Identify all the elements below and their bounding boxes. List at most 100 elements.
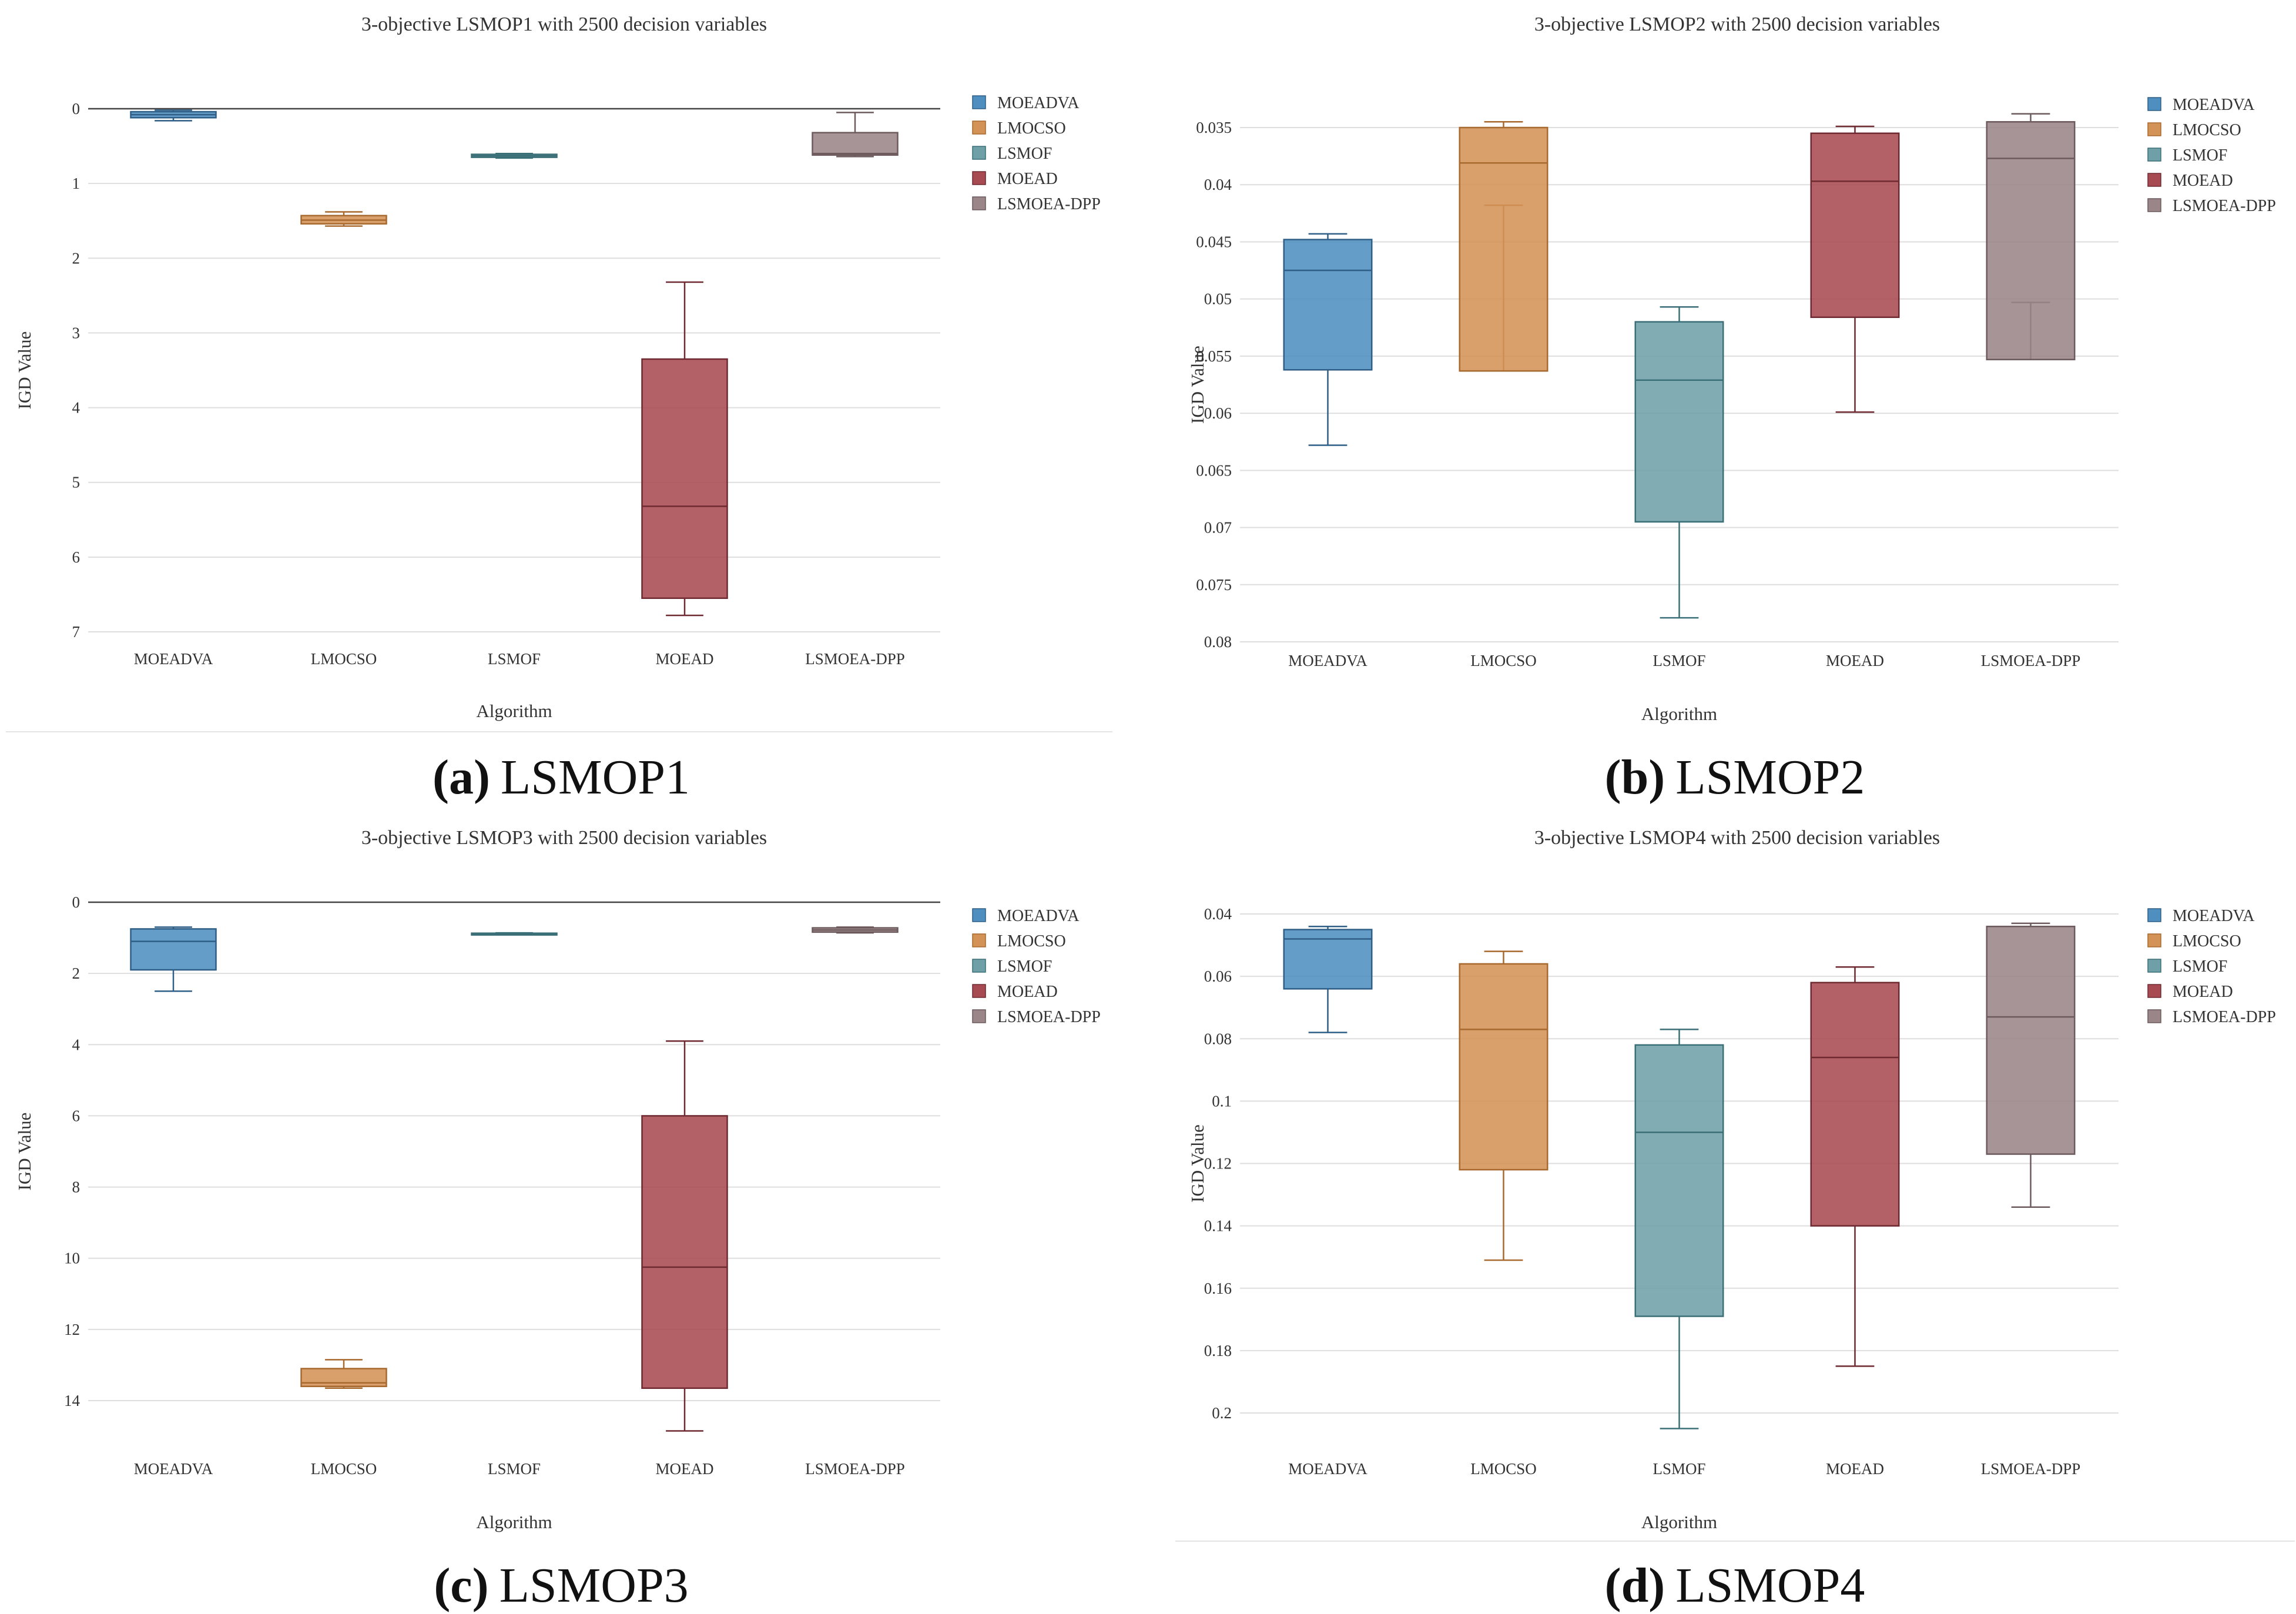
box-moeadva <box>1283 925 1373 1033</box>
y-axis-title: IGD Value <box>1187 1124 1208 1203</box>
legend-item[interactable]: LSMOF <box>972 145 1052 163</box>
chart-panel-b: 3-objective LSMOP2 with 2500 decision va… <box>1187 14 2276 805</box>
iqr-box[interactable] <box>300 1368 387 1388</box>
y-tick-label: 0.035 <box>1196 119 1232 136</box>
legend-item[interactable]: LMOCSO <box>2147 932 2241 950</box>
panel-caption: (d) LSMOP4 <box>1605 1558 1865 1613</box>
legend-swatch <box>972 95 986 109</box>
box-lsmoea-dpp <box>1986 113 2076 360</box>
legend-item[interactable]: LSMOF <box>2147 957 2227 976</box>
legend-item[interactable]: LMOCSO <box>972 932 1066 950</box>
legend-item[interactable]: MOEADVA <box>972 907 1080 925</box>
legend-item[interactable]: LSMOEA-DPP <box>972 195 1101 213</box>
caption-letter: (c) <box>434 1558 488 1613</box>
x-axis-title: Algorithm <box>476 701 552 721</box>
iqr-box[interactable] <box>641 358 728 600</box>
legend-swatch <box>972 959 986 973</box>
y-tick-label: 0.12 <box>1204 1155 1232 1173</box>
legend-label: MOEAD <box>2173 172 2233 190</box>
legend-label: MOEAD <box>997 983 1058 1001</box>
legend-label: LMOCSO <box>2173 121 2241 139</box>
box-lsmof <box>471 153 558 159</box>
x-tick-label: LMOCSO <box>311 650 377 668</box>
y-tick-label: 0.1 <box>1212 1092 1232 1110</box>
panel-caption: (c) LSMOP3 <box>434 1558 688 1613</box>
legend-swatch <box>2147 1009 2161 1023</box>
iqr-box[interactable] <box>1986 121 2076 360</box>
legend-item[interactable]: MOEAD <box>2147 172 2233 190</box>
legend-swatch <box>972 1009 986 1023</box>
iqr-box[interactable] <box>1634 1044 1724 1317</box>
iqr-box[interactable] <box>1986 925 2076 1155</box>
iqr-box[interactable] <box>130 928 217 971</box>
legend-item[interactable]: MOEADVA <box>972 94 1080 112</box>
y-tick-label: 2 <box>72 249 81 267</box>
y-tick-label: 0.07 <box>1204 519 1232 537</box>
chart-panel-c: 3-objective LSMOP3 with 2500 decision va… <box>14 827 1101 1613</box>
y-tick-label: 4 <box>72 1036 81 1053</box>
box-lsmoea-dpp <box>1986 922 2076 1208</box>
x-tick-label: MOEADVA <box>1288 652 1367 669</box>
legend-swatch <box>972 171 986 185</box>
legend-item[interactable]: LMOCSO <box>972 119 1066 138</box>
y-tick-label: 14 <box>64 1392 81 1409</box>
x-tick-label: MOEAD <box>1826 652 1884 669</box>
box-moeadva <box>1283 233 1373 446</box>
box-lmocso <box>1459 950 1548 1261</box>
x-tick-label: MOEADVA <box>134 1460 213 1478</box>
caption-letter: (d) <box>1605 1558 1665 1613</box>
legend-label: LMOCSO <box>997 119 1066 138</box>
caption-text: LSMOP1 <box>501 750 690 805</box>
iqr-box[interactable] <box>1459 126 1548 372</box>
iqr-box[interactable] <box>1810 982 1900 1227</box>
legend-label: LSMOF <box>997 145 1052 163</box>
box-moead <box>1810 125 1900 413</box>
x-tick-label: LSMOEA-DPP <box>1981 1460 2081 1478</box>
y-tick-label: 0.075 <box>1196 576 1232 594</box>
legend-item[interactable]: MOEAD <box>972 983 1058 1001</box>
y-tick-label: 0.2 <box>1212 1404 1232 1422</box>
legend-item[interactable]: LSMOF <box>972 957 1052 976</box>
iqr-box[interactable] <box>641 1115 728 1389</box>
legend-item[interactable]: MOEADVA <box>2147 96 2255 114</box>
legend-item[interactable]: LSMOEA-DPP <box>2147 1008 2276 1026</box>
legend-label: LSMOF <box>2173 146 2227 165</box>
x-axis-title: Algorithm <box>1641 704 1717 724</box>
y-tick-label: 0.08 <box>1204 633 1232 651</box>
legend-item[interactable]: LSMOEA-DPP <box>972 1008 1101 1026</box>
legend-label: LSMOEA-DPP <box>2173 197 2276 215</box>
legend-item[interactable]: MOEADVA <box>2147 907 2255 925</box>
legend-label: MOEADVA <box>997 94 1080 112</box>
box-lmocso <box>1459 121 1548 372</box>
legend-item[interactable]: MOEAD <box>972 170 1058 188</box>
y-tick-label: 10 <box>64 1250 80 1267</box>
iqr-box[interactable] <box>812 132 899 156</box>
legend-item[interactable]: LMOCSO <box>2147 121 2241 139</box>
y-tick-label: 0.04 <box>1204 176 1232 193</box>
chart-title: 3-objective LSMOP4 with 2500 decision va… <box>1534 827 1940 849</box>
iqr-box[interactable] <box>1459 963 1548 1171</box>
y-tick-label: 0.06 <box>1204 404 1232 422</box>
iqr-box[interactable] <box>1634 321 1724 523</box>
legend-item[interactable]: LSMOF <box>2147 146 2227 165</box>
x-tick-label: LSMOEA-DPP <box>1981 652 2081 669</box>
x-tick-label: LSMOF <box>488 650 541 668</box>
y-axis-title: IGD Value <box>14 1113 35 1191</box>
box-moead <box>1810 966 1900 1367</box>
iqr-box[interactable] <box>1810 132 1900 319</box>
legend-item[interactable]: MOEAD <box>2147 983 2233 1001</box>
caption-letter: (a) <box>433 750 490 805</box>
legend-label: MOEADVA <box>997 907 1080 925</box>
y-tick-label: 3 <box>72 324 81 341</box>
iqr-box[interactable] <box>1283 239 1373 371</box>
caption-letter: (b) <box>1605 750 1665 805</box>
box-moead <box>641 1040 728 1432</box>
chart-title: 3-objective LSMOP3 with 2500 decision va… <box>361 827 767 849</box>
legend-label: MOEAD <box>2173 983 2233 1001</box>
legend-label: LSMOEA-DPP <box>2173 1008 2276 1026</box>
caption-text: LSMOP4 <box>1675 1558 1865 1613</box>
y-axis-title: IGD Value <box>1187 346 1208 424</box>
legend-label: LSMOEA-DPP <box>997 1008 1101 1026</box>
legend-swatch <box>2147 122 2161 136</box>
legend-item[interactable]: LSMOEA-DPP <box>2147 197 2276 215</box>
